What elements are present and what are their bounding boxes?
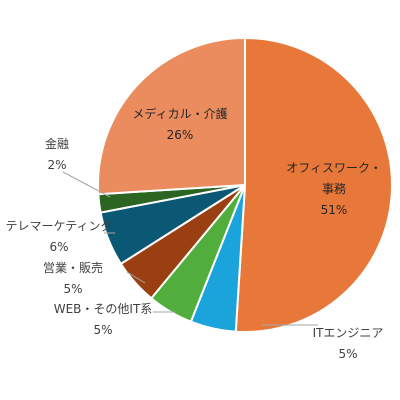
slice-label: WEB・その他IT系 5% [54,302,153,337]
slice-name: WEB・その他IT系 [54,302,153,316]
pie-slice [97,36,246,196]
pie-slices [97,36,393,333]
slice-name: 金融 [45,136,69,151]
pie-slice [234,36,393,333]
slice-label: オフィスワーク・事務 51% [286,161,382,217]
slice-percent: 6% [49,240,68,254]
slice-label: テレマーケティング 6% [5,219,112,254]
slice-percent: 2% [47,158,66,172]
slice-percent: 51% [321,203,348,217]
slice-label: 営業・販売 5% [43,260,103,296]
slice-label: 金融 2% [45,136,69,172]
slice-percent: 5% [93,323,112,337]
slice-name: 営業・販売 [43,260,103,275]
slice-percent: 5% [338,347,357,361]
slice-name: オフィスワーク・ [286,161,382,175]
slice-name: テレマーケティング [5,219,112,233]
slice-label: ITエンジニア 5% [313,326,384,361]
leader-line [126,271,146,284]
slice-percent: 26% [167,128,194,142]
leader-lines [62,171,318,326]
slice-labels: オフィスワーク・事務 51% ITエンジニア 5% WEB・その他IT系 5% 営業・販売 5… [5,106,383,361]
slice-percent: 5% [63,282,82,296]
slice-name: メディカル・介護 [132,106,227,121]
slice-label: メディカル・介護 26% [132,106,227,142]
slice-name: 事務 [322,182,346,196]
slice-name: ITエンジニア [313,326,384,340]
leader-line [62,171,111,198]
